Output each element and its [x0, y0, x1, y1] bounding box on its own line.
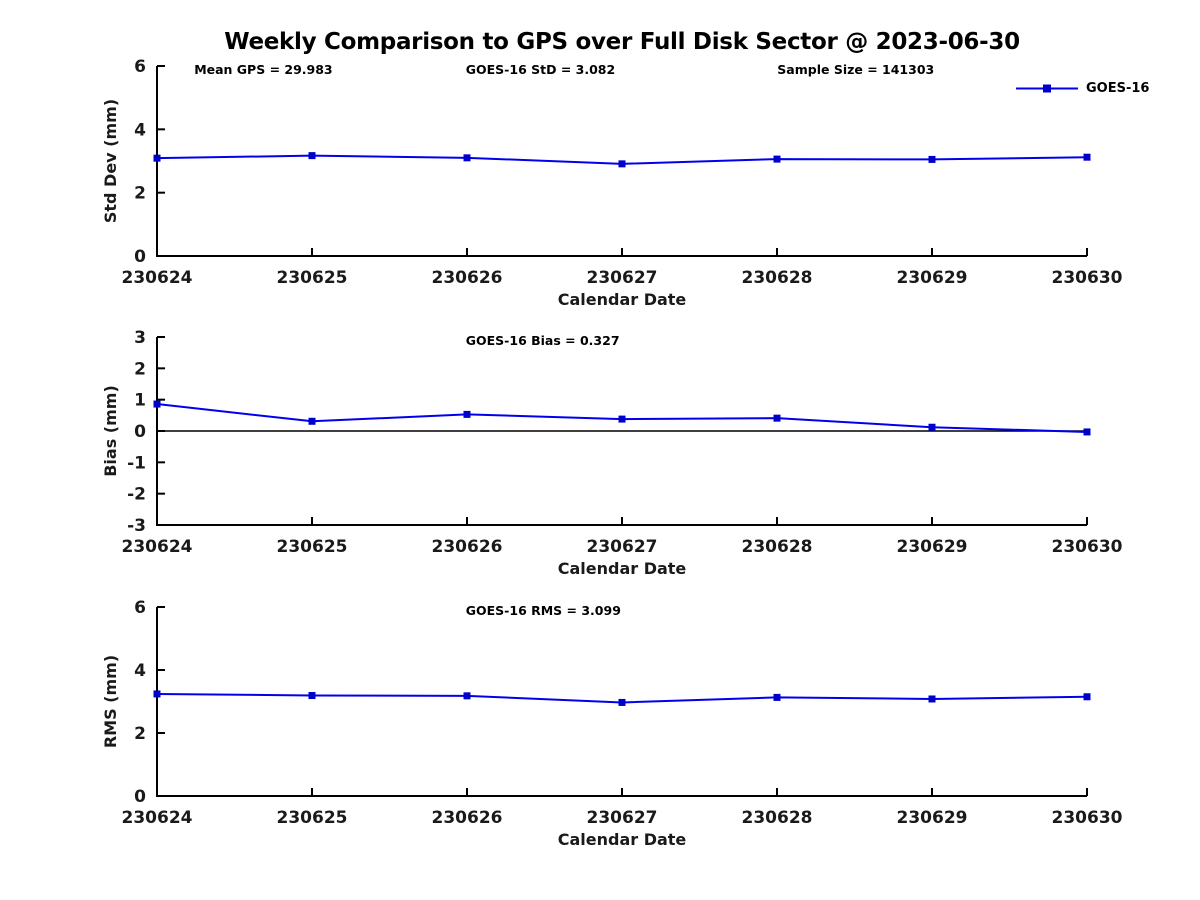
series-marker — [618, 415, 626, 423]
series-marker — [463, 692, 471, 700]
x-tick-label: 230625 — [277, 268, 348, 288]
y-axis-title: RMS (mm) — [101, 655, 120, 748]
x-tick-label: 230627 — [587, 808, 658, 828]
plot-rms: 0 2 4 6 230624 230625 230626 230627 230628 230629… — [101, 598, 1123, 849]
legend: GOES-16 — [1015, 80, 1149, 97]
x-tick-label: 230626 — [432, 537, 503, 557]
series-marker — [1083, 153, 1091, 161]
annotation: GOES-16 StD = 3.082 — [466, 62, 615, 77]
annotation: Sample Size = 141303 — [777, 62, 934, 77]
series-marker — [308, 417, 316, 425]
legend-label: GOES-16 — [1086, 81, 1150, 96]
x-tick-label: 230630 — [1052, 808, 1123, 828]
y-tick-label: 3 — [134, 328, 146, 348]
y-tick-label: 0 — [134, 787, 146, 807]
y-tick-label: 4 — [134, 661, 146, 681]
series-marker — [153, 400, 161, 408]
x-axis-title: Calendar Date — [558, 830, 687, 849]
x-tick-label: 230624 — [122, 537, 193, 557]
x-tick-label: 230628 — [742, 808, 813, 828]
y-tick-label: -1 — [127, 453, 146, 473]
y-tick-label: 2 — [134, 724, 146, 744]
annotation: GOES-16 Bias = 0.327 — [466, 333, 620, 348]
y-tick-label: 2 — [134, 359, 146, 379]
x-tick-label: 230624 — [122, 808, 193, 828]
plot-bias: -3 -2 -1 0 1 2 3 230624 230625 230626 230627 230628… — [101, 328, 1123, 578]
x-axis-title: Calendar Date — [558, 559, 687, 578]
y-tick-label: 6 — [134, 598, 146, 618]
series-marker — [308, 152, 316, 160]
annotation: Mean GPS = 29.983 — [194, 62, 332, 77]
y-tick-label: 6 — [134, 57, 146, 77]
figure-title: Weekly Comparison to GPS over Full Disk … — [224, 29, 1020, 55]
series-marker — [773, 414, 781, 422]
x-tick-label: 230628 — [742, 268, 813, 288]
series-marker — [928, 695, 936, 703]
x-tick-label: 230627 — [587, 268, 658, 288]
x-tick-label: 230627 — [587, 537, 658, 557]
y-axis-title: Std Dev (mm) — [101, 99, 120, 223]
y-tick-label: 0 — [134, 247, 146, 267]
plot-std-dev: 0 2 4 6 230624 230625 230626 230627 230628 230629… — [101, 57, 1123, 309]
series-marker — [463, 410, 471, 418]
y-tick-label: -2 — [127, 485, 146, 505]
y-tick-label: 2 — [134, 184, 146, 204]
legend-line-icon — [1016, 84, 1078, 93]
x-tick-label: 230626 — [432, 808, 503, 828]
series-marker — [618, 160, 626, 168]
x-tick-label: 230625 — [277, 537, 348, 557]
y-tick-label: -3 — [127, 516, 146, 536]
series-marker — [773, 693, 781, 701]
y-tick-label: 4 — [134, 120, 146, 140]
y-tick-label: 1 — [134, 391, 146, 411]
x-tick-label: 230630 — [1052, 268, 1123, 288]
y-tick-label: 0 — [134, 422, 146, 442]
x-tick-label: 230626 — [432, 268, 503, 288]
x-tick-label: 230629 — [897, 268, 968, 288]
series-marker — [928, 155, 936, 163]
x-tick-label: 230629 — [897, 537, 968, 557]
x-tick-label: 230628 — [742, 537, 813, 557]
series-marker — [153, 154, 161, 162]
series-marker — [773, 155, 781, 163]
x-tick-label: 230625 — [277, 808, 348, 828]
series-marker — [928, 423, 936, 431]
x-tick-label: 230624 — [122, 268, 193, 288]
series-marker — [618, 698, 626, 706]
series-marker — [308, 692, 316, 700]
x-tick-label: 230630 — [1052, 537, 1123, 557]
series-marker — [463, 154, 471, 162]
y-axis-title: Bias (mm) — [101, 385, 120, 477]
x-axis-title: Calendar Date — [558, 290, 687, 309]
series-marker — [153, 690, 161, 698]
series-marker — [1083, 693, 1091, 701]
annotation: GOES-16 RMS = 3.099 — [466, 603, 621, 618]
series-marker — [1083, 428, 1091, 436]
x-tick-label: 230629 — [897, 808, 968, 828]
